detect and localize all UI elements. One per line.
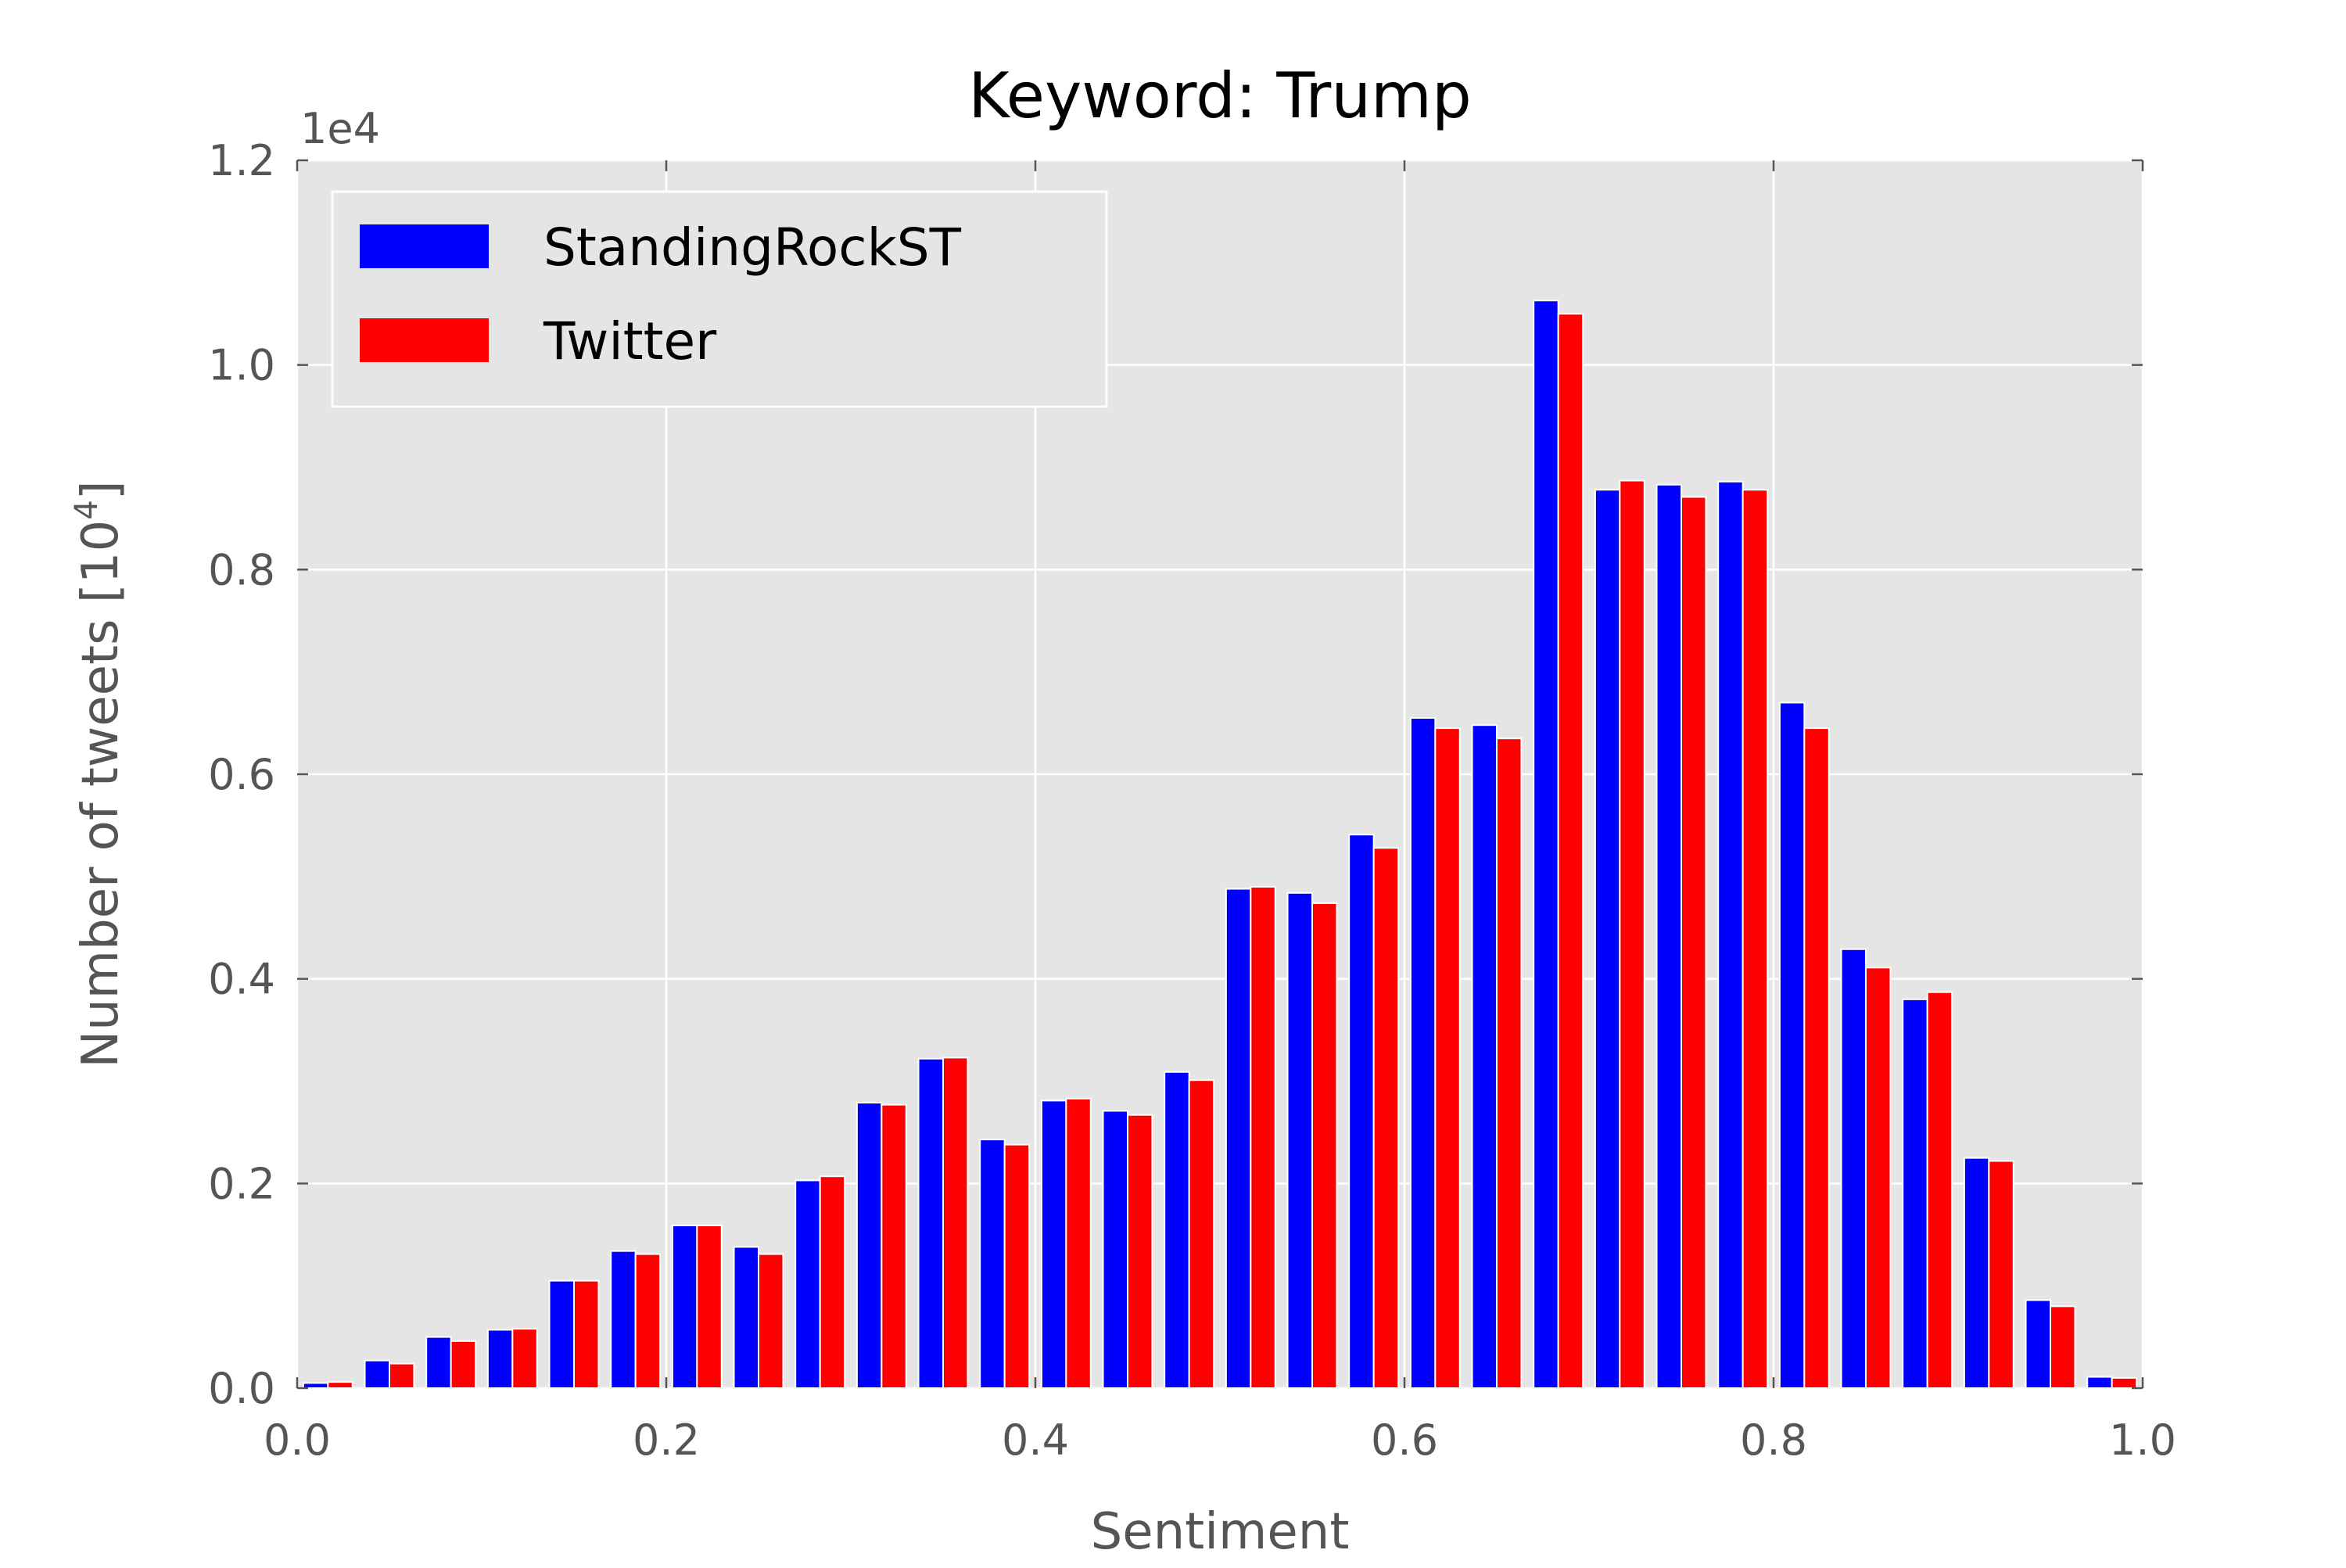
bar-standingrockst-13: [1102, 1110, 1128, 1389]
bar-standingrockst-8: [795, 1179, 821, 1389]
legend-label-standingrockst: StandingRockST: [543, 217, 962, 278]
bar-twitter-25: [1865, 967, 1892, 1389]
bar-twitter-19: [1496, 737, 1523, 1389]
axis-ticks: 0.0 0.2 0.4 0.6 0.8 1.0 0.0 0.2 0.4 0.6 0.8 1.0 1.2: [208, 136, 2176, 1465]
bar-standingrockst-27: [1963, 1157, 1990, 1389]
x-tick-label: 0.0: [264, 1416, 331, 1465]
bar-twitter-22: [1681, 496, 1707, 1389]
bar-twitter-0: [327, 1381, 353, 1390]
y-axis-label-suffix: ]: [72, 480, 130, 500]
bar-twitter-6: [696, 1224, 723, 1389]
bar-standingrockst-28: [2025, 1299, 2052, 1389]
bar-standingrockst-26: [1902, 998, 1928, 1390]
bar-standingrockst-4: [548, 1279, 575, 1389]
bar-standingrockst-25: [1840, 948, 1867, 1389]
bar-twitter-26: [1926, 991, 1953, 1390]
bar-twitter-23: [1742, 489, 1769, 1389]
bar-standingrockst-22: [1655, 483, 1683, 1389]
bar-standingrockst-20: [1533, 300, 1559, 1389]
bar-twitter-12: [1065, 1097, 1092, 1390]
x-tick-label: 0.4: [1002, 1416, 1069, 1465]
bar-twitter-1: [389, 1362, 415, 1389]
bar-standingrockst-14: [1164, 1071, 1190, 1389]
y-axis-label-exponent: 4: [69, 500, 105, 519]
bar-twitter-21: [1619, 479, 1645, 1390]
bar-twitter-9: [881, 1103, 907, 1389]
bar-twitter-7: [758, 1253, 784, 1389]
y-tick-label: 0.2: [208, 1159, 275, 1208]
y-tick-label: 0.0: [208, 1364, 275, 1413]
bar-standingrockst-11: [979, 1139, 1006, 1389]
bar-twitter-4: [573, 1279, 600, 1389]
y-tick-label: 0.8: [208, 545, 275, 594]
y-tick-label: 0.4: [208, 955, 275, 1004]
bar-twitter-13: [1127, 1114, 1153, 1390]
bar-twitter-28: [2050, 1305, 2076, 1390]
bar-standingrockst-12: [1040, 1100, 1067, 1389]
legend-swatch-standingrockst: [360, 224, 489, 268]
bar-standingrockst-7: [733, 1246, 759, 1389]
bar-series: [302, 300, 2138, 1390]
bar-twitter-16: [1311, 902, 1338, 1389]
bar-standingrockst-17: [1348, 834, 1375, 1389]
bar-twitter-29: [2111, 1376, 2138, 1389]
legend-swatch-twitter: [360, 318, 489, 362]
bar-twitter-3: [511, 1328, 538, 1390]
bar-twitter-14: [1188, 1079, 1215, 1389]
legend: StandingRockST Twitter: [331, 190, 1108, 408]
legend-label-twitter: Twitter: [543, 311, 717, 371]
y-axis-offset-text: 1e4: [300, 104, 380, 153]
bar-standingrockst-6: [671, 1224, 698, 1389]
bar-twitter-15: [1250, 885, 1276, 1389]
bar-standingrockst-3: [486, 1329, 514, 1390]
bar-twitter-17: [1372, 847, 1400, 1389]
chart-title: Keyword: Trump: [968, 59, 1471, 132]
bar-standingrockst-19: [1471, 724, 1498, 1389]
bar-standingrockst-9: [856, 1101, 883, 1389]
bar-twitter-5: [634, 1253, 662, 1389]
bar-twitter-2: [450, 1340, 477, 1389]
bar-standingrockst-5: [610, 1250, 637, 1390]
bar-twitter-10: [942, 1057, 969, 1389]
bar-twitter-11: [1003, 1143, 1031, 1390]
bar-standingrockst-1: [364, 1359, 390, 1390]
x-tick-label: 0.2: [633, 1416, 700, 1465]
bar-standingrockst-18: [1409, 717, 1437, 1389]
x-tick-label: 0.8: [1740, 1416, 1807, 1465]
bar-twitter-24: [1803, 727, 1830, 1389]
y-axis-label: Number of tweets [104]: [69, 480, 130, 1067]
bar-twitter-27: [1988, 1160, 2014, 1390]
bar-standingrockst-2: [425, 1336, 452, 1390]
y-tick-label: 0.6: [208, 750, 275, 799]
bar-standingrockst-10: [917, 1057, 944, 1389]
x-tick-label: 1.0: [2109, 1416, 2176, 1465]
bar-twitter-18: [1434, 727, 1461, 1389]
bar-standingrockst-15: [1225, 888, 1252, 1389]
bar-standingrockst-29: [2086, 1376, 2113, 1389]
y-axis-label-main: Number of tweets [10: [72, 520, 130, 1068]
bar-twitter-8: [819, 1175, 846, 1390]
bar-twitter-20: [1557, 313, 1584, 1389]
y-tick-label: 1.2: [208, 136, 275, 185]
bar-standingrockst-16: [1286, 892, 1313, 1390]
bar-standingrockst-24: [1778, 701, 1806, 1389]
bar-standingrockst-21: [1594, 489, 1621, 1389]
y-tick-label: 1.0: [208, 341, 275, 390]
bar-standingrockst-23: [1717, 480, 1744, 1389]
x-tick-label: 0.6: [1371, 1416, 1438, 1465]
x-axis-label: Sentiment: [1091, 1503, 1350, 1561]
